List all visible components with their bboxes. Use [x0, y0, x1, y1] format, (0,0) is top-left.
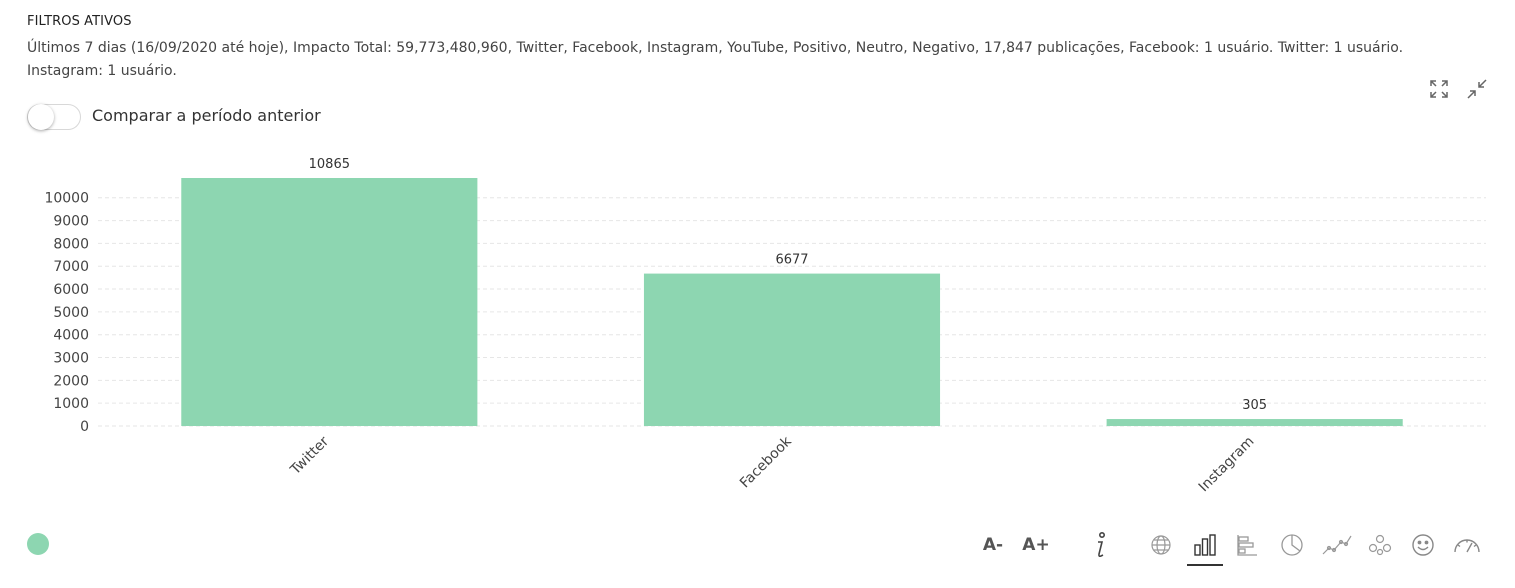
line-chart-icon[interactable] [1320, 530, 1354, 560]
filters-title: FILTROS ATIVOS [27, 14, 132, 29]
bar-instagram[interactable] [1106, 419, 1403, 426]
compare-toggle-label: Comparar a período anterior [92, 106, 321, 125]
filters-description: Últimos 7 dias (16/09/2020 até hoje), Im… [27, 40, 1404, 79]
bar-chart-icon[interactable] [1190, 530, 1220, 560]
y-tick-label: 1000 [53, 396, 89, 412]
expand-icon[interactable] [1428, 78, 1450, 100]
data-label: 10865 [309, 157, 350, 172]
gauge-icon[interactable] [1451, 530, 1483, 560]
bar-twitter[interactable] [181, 178, 478, 426]
legend-dot[interactable] [27, 533, 49, 555]
horizontal-bar-icon[interactable] [1234, 530, 1260, 560]
active-tab-indicator [1187, 564, 1223, 566]
toggle-knob[interactable] [28, 104, 54, 130]
font-decrease-button[interactable]: A- [982, 535, 1004, 555]
network-icon[interactable] [1366, 530, 1394, 560]
y-tick-label: 3000 [53, 351, 89, 367]
collapse-icon[interactable] [1466, 78, 1488, 100]
y-tick-label: 6000 [53, 282, 89, 298]
pie-chart-icon[interactable] [1279, 530, 1305, 560]
bar-chart: 0 1000 2000 3000 4000 5000 6000 7000 8000 9000 100… [44, 157, 1486, 496]
y-tick-label: 2000 [53, 373, 89, 389]
y-tick-label: 4000 [53, 328, 89, 344]
y-tick-label: 5000 [53, 305, 89, 321]
x-tick-label: Instagram [1196, 434, 1258, 496]
font-increase-button[interactable]: A+ [1022, 535, 1050, 555]
y-tick-label: 10000 [44, 191, 89, 207]
x-tick-label: Facebook [737, 433, 795, 491]
y-tick-label: 0 [80, 419, 89, 435]
data-label: 305 [1242, 398, 1267, 413]
x-tick-label: Twitter [287, 433, 332, 478]
compare-toggle[interactable] [27, 104, 81, 130]
y-tick-label: 8000 [53, 236, 89, 252]
data-label: 6677 [775, 253, 808, 268]
y-tick-label: 7000 [53, 259, 89, 275]
y-tick-label: 9000 [53, 214, 89, 230]
globe-icon[interactable] [1148, 530, 1174, 560]
bar-facebook[interactable] [643, 273, 941, 426]
info-icon[interactable] [1088, 530, 1112, 560]
emoji-icon[interactable] [1410, 530, 1436, 560]
